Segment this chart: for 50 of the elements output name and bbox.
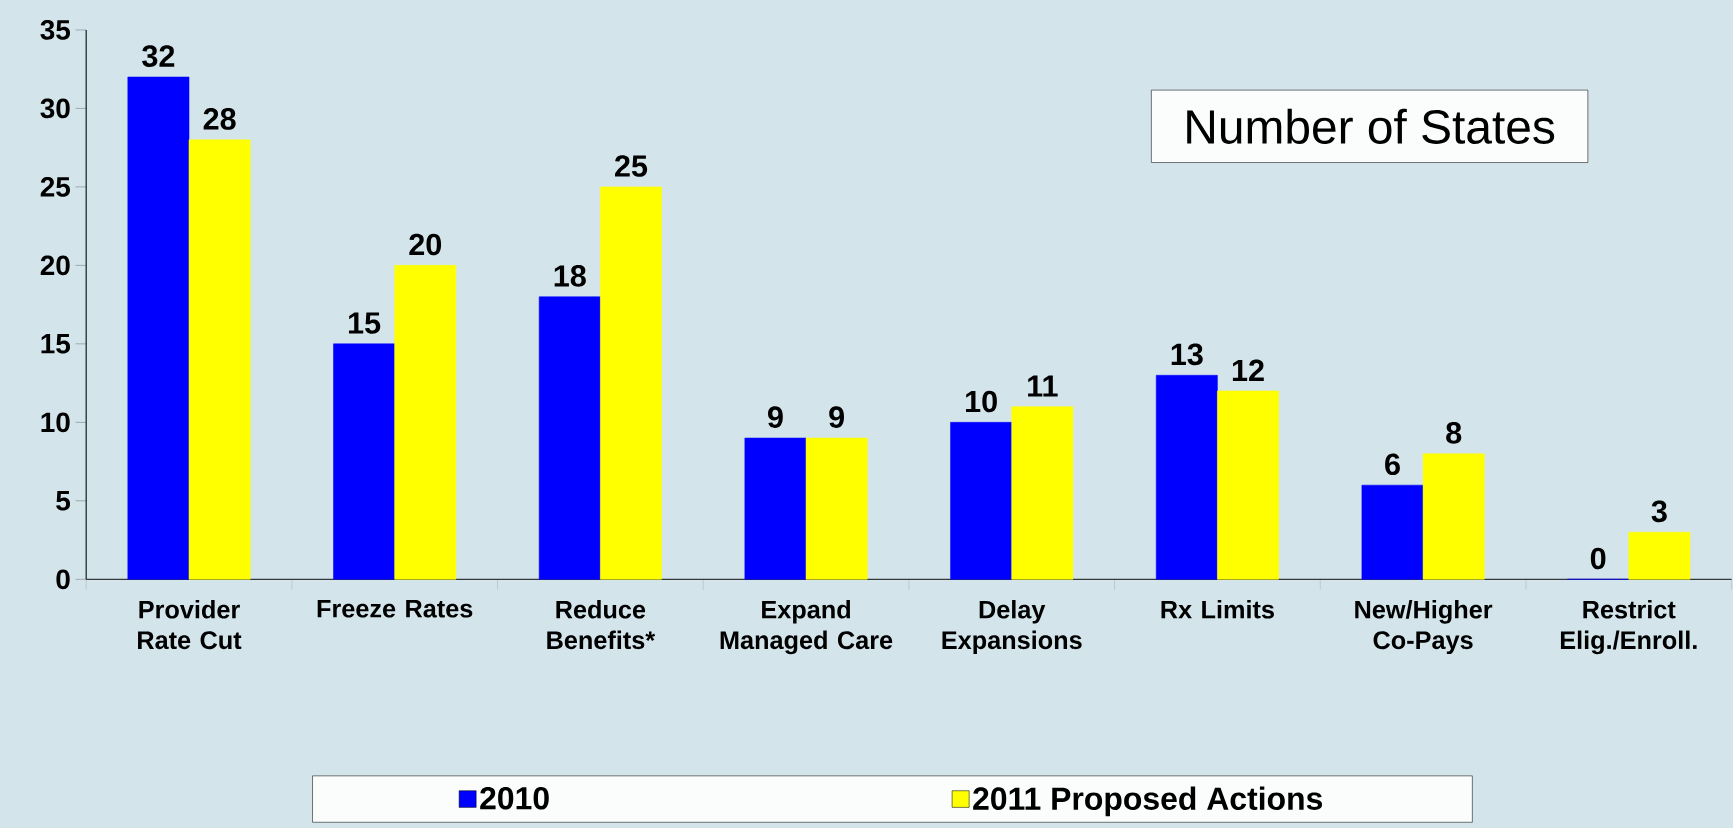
- data-label: 9: [768, 406, 783, 428]
- data-label: 15: [349, 312, 381, 334]
- x-tick-label: Rx Limits: [1161, 599, 1274, 619]
- data-label: 11: [1028, 375, 1058, 397]
- x-tick-label: Delay Expansions: [942, 599, 1082, 655]
- y-tick-label: 35: [40, 19, 71, 40]
- legend-label: 2010: [480, 786, 549, 810]
- data-label: 6: [1385, 453, 1400, 476]
- bar: [805, 437, 868, 580]
- x-tick-label: Freeze Rates: [317, 599, 473, 618]
- data-label: 32: [142, 45, 175, 67]
- bar: [127, 76, 190, 580]
- bar: [600, 186, 662, 580]
- x-tick-label: Restrict Elig./Enroll.: [1560, 599, 1697, 655]
- x-tick-label: Reduce Benefits*: [547, 599, 656, 650]
- x-tick-label: Provider Rate Cut: [138, 599, 242, 650]
- bar: [188, 139, 251, 580]
- bar: [1628, 531, 1691, 580]
- bar: [950, 422, 1012, 580]
- y-tick-label: 0: [56, 569, 70, 590]
- bar: [1217, 390, 1279, 580]
- bar: [1361, 484, 1424, 580]
- data-label: 9: [829, 406, 845, 428]
- data-label: 0: [1590, 547, 1606, 570]
- data-label: 8: [1446, 422, 1462, 444]
- data-label: 3: [1651, 500, 1667, 523]
- data-label: 10: [966, 390, 997, 413]
- bar: [538, 296, 601, 580]
- bar: [744, 437, 807, 580]
- legend-label: 2011 Proposed Actions: [973, 786, 1323, 817]
- text: Number of States: [1187, 108, 1555, 144]
- x-tick-label: Expand Managed Care: [720, 599, 893, 655]
- bar: [333, 343, 395, 580]
- data-label: 28: [203, 108, 236, 130]
- bar: [394, 265, 457, 580]
- y-tick-label: 5: [56, 491, 71, 511]
- y-tick-label: 10: [41, 412, 70, 433]
- bar: [1011, 406, 1074, 580]
- y-tick-label: 15: [41, 334, 71, 354]
- data-label: 12: [1232, 359, 1264, 381]
- data-label: 25: [615, 155, 648, 177]
- data-label: 20: [409, 233, 442, 256]
- data-label: 18: [554, 265, 586, 287]
- data-label: 13: [1171, 343, 1203, 366]
- y-tick-label: 25: [40, 176, 71, 197]
- y-tick-label: 30: [40, 98, 70, 119]
- x-tick-label: New/Higher Co-Pays: [1355, 599, 1493, 655]
- bar: [1155, 374, 1218, 580]
- y-tick-label: 20: [40, 255, 70, 276]
- bar: [1422, 453, 1485, 580]
